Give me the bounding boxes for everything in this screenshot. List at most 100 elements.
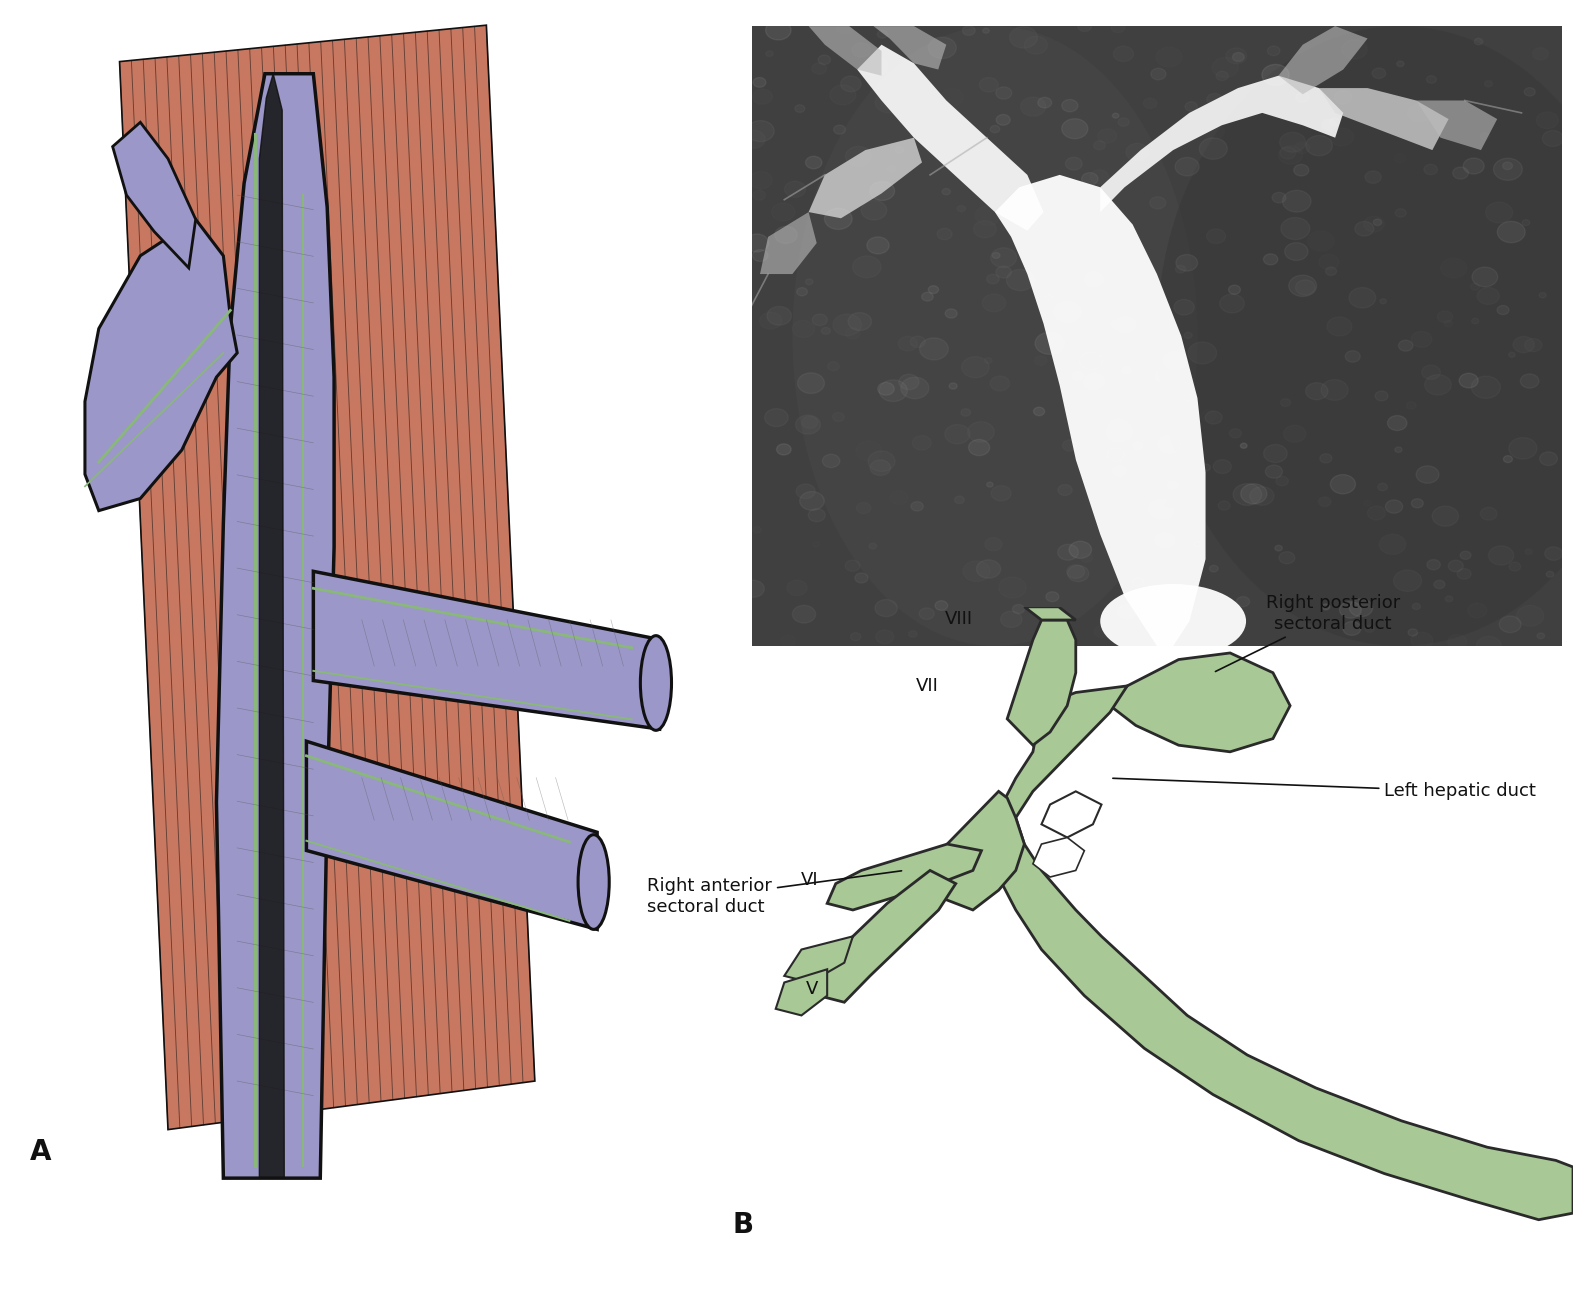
- Circle shape: [1000, 611, 1022, 628]
- Circle shape: [840, 76, 860, 91]
- Circle shape: [1263, 254, 1277, 265]
- Circle shape: [805, 157, 823, 168]
- Circle shape: [775, 226, 798, 244]
- Circle shape: [786, 579, 807, 595]
- Circle shape: [1010, 26, 1038, 48]
- Circle shape: [1427, 560, 1441, 570]
- Circle shape: [1365, 171, 1381, 184]
- Circle shape: [1107, 448, 1125, 462]
- Circle shape: [1457, 569, 1471, 579]
- Circle shape: [870, 181, 895, 201]
- Circle shape: [1354, 222, 1373, 236]
- Circle shape: [796, 287, 807, 296]
- Circle shape: [991, 248, 1016, 268]
- Circle shape: [764, 408, 788, 427]
- Circle shape: [868, 452, 895, 471]
- Circle shape: [1387, 415, 1406, 431]
- Circle shape: [832, 412, 845, 422]
- Circle shape: [827, 361, 840, 371]
- Circle shape: [1229, 284, 1241, 294]
- Circle shape: [1118, 604, 1136, 619]
- Circle shape: [1084, 373, 1104, 390]
- Circle shape: [1342, 39, 1367, 59]
- Circle shape: [1413, 603, 1420, 609]
- Circle shape: [805, 279, 813, 284]
- Circle shape: [898, 375, 919, 390]
- Circle shape: [1205, 411, 1222, 424]
- Polygon shape: [873, 26, 947, 69]
- Circle shape: [1112, 114, 1118, 119]
- Circle shape: [864, 57, 889, 76]
- Circle shape: [1546, 572, 1554, 577]
- Circle shape: [1038, 98, 1052, 108]
- Circle shape: [1279, 552, 1295, 564]
- Circle shape: [898, 337, 917, 351]
- Circle shape: [1219, 294, 1244, 313]
- Circle shape: [920, 338, 949, 360]
- Circle shape: [1111, 22, 1125, 33]
- Circle shape: [798, 373, 824, 393]
- Circle shape: [1365, 625, 1375, 633]
- Polygon shape: [827, 844, 982, 910]
- Circle shape: [1184, 102, 1197, 111]
- Circle shape: [911, 501, 923, 512]
- Polygon shape: [785, 936, 853, 983]
- Ellipse shape: [640, 636, 672, 731]
- Circle shape: [1431, 506, 1458, 526]
- Circle shape: [912, 436, 931, 450]
- Circle shape: [975, 206, 1000, 226]
- Circle shape: [1306, 382, 1328, 399]
- Polygon shape: [1279, 26, 1367, 94]
- Circle shape: [1306, 136, 1332, 155]
- Ellipse shape: [1156, 26, 1573, 646]
- Circle shape: [1111, 607, 1136, 626]
- Circle shape: [1085, 273, 1103, 286]
- Circle shape: [1065, 157, 1082, 170]
- Circle shape: [1367, 506, 1386, 519]
- Circle shape: [1520, 375, 1538, 388]
- Circle shape: [752, 89, 772, 104]
- Circle shape: [1216, 72, 1229, 81]
- Circle shape: [856, 441, 882, 461]
- Circle shape: [879, 380, 908, 402]
- Circle shape: [742, 581, 764, 598]
- Circle shape: [777, 444, 791, 455]
- Circle shape: [799, 492, 824, 510]
- Circle shape: [1151, 68, 1166, 80]
- Circle shape: [1321, 380, 1348, 401]
- Circle shape: [750, 171, 772, 189]
- Circle shape: [1480, 508, 1497, 521]
- Circle shape: [1066, 565, 1085, 578]
- Polygon shape: [1041, 791, 1101, 838]
- Circle shape: [1380, 299, 1386, 304]
- Polygon shape: [1007, 620, 1076, 745]
- Circle shape: [1343, 621, 1361, 636]
- Circle shape: [845, 146, 871, 166]
- Circle shape: [1416, 466, 1439, 483]
- Polygon shape: [775, 970, 827, 1015]
- Circle shape: [983, 180, 999, 193]
- Circle shape: [1249, 487, 1274, 505]
- Circle shape: [941, 89, 963, 106]
- Circle shape: [1158, 436, 1181, 453]
- Text: Right posterior
sectoral duct: Right posterior sectoral duct: [1216, 594, 1400, 672]
- Circle shape: [1449, 560, 1463, 572]
- Polygon shape: [809, 26, 881, 76]
- Circle shape: [834, 315, 862, 335]
- Text: VII: VII: [915, 677, 939, 694]
- Circle shape: [796, 484, 815, 499]
- Circle shape: [1468, 603, 1486, 617]
- Circle shape: [1262, 64, 1290, 85]
- Circle shape: [1318, 497, 1331, 506]
- Circle shape: [1206, 228, 1225, 244]
- Circle shape: [875, 93, 903, 114]
- Circle shape: [1218, 501, 1230, 510]
- Circle shape: [870, 459, 890, 475]
- Circle shape: [1524, 338, 1542, 352]
- Circle shape: [1516, 606, 1543, 626]
- Circle shape: [1542, 130, 1564, 146]
- Circle shape: [878, 30, 887, 38]
- Polygon shape: [1111, 652, 1290, 752]
- Circle shape: [909, 630, 917, 637]
- Circle shape: [1538, 292, 1546, 298]
